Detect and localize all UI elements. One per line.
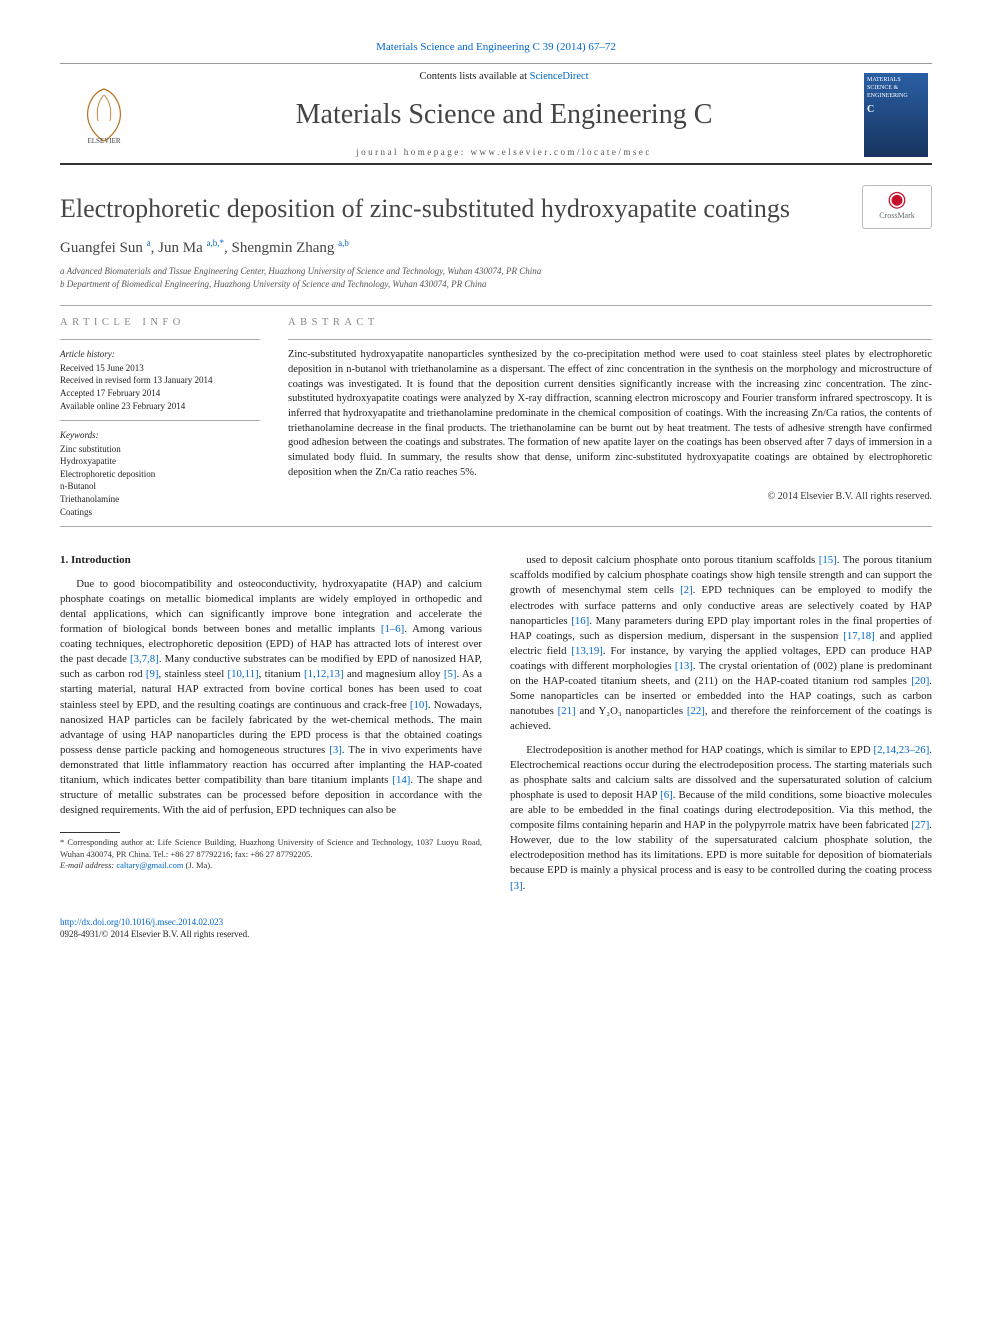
rule-below-meta [60, 526, 932, 527]
issn-copyright: 0928-4931/© 2014 Elsevier B.V. All right… [60, 929, 249, 939]
article-title: Electrophoretic deposition of zinc-subst… [60, 193, 932, 226]
article-info-rule [60, 339, 260, 340]
email-suffix: (J. Ma). [183, 860, 212, 870]
para-2: used to deposit calcium phosphate onto p… [510, 553, 932, 734]
keyword-6: Coatings [60, 506, 260, 519]
article-info-heading: article info [60, 316, 260, 331]
crossmark-label: CrossMark [879, 211, 915, 220]
affiliation-a: a Advanced Biomaterials and Tissue Engin… [60, 265, 932, 278]
keyword-1: Zinc substitution [60, 443, 260, 456]
doi-link[interactable]: http://dx.doi.org/10.1016/j.msec.2014.02… [60, 917, 223, 927]
keywords-label: Keywords: [60, 429, 260, 442]
sciencedirect-link[interactable]: ScienceDirect [530, 71, 589, 82]
keywords-rule [60, 420, 260, 421]
authors-line: Guangfei Sun a, Jun Ma a,b,*, Shengmin Z… [60, 237, 932, 259]
history-1: Received 15 June 2013 [60, 362, 260, 375]
para-3: Electrodeposition is another method for … [510, 743, 932, 894]
keyword-2: Hydroxyapatite [60, 455, 260, 468]
history-2: Received in revised form 13 January 2014 [60, 374, 260, 387]
footnote-rule [60, 832, 120, 833]
journal-banner: ELSEVIER Contents lists available at Sci… [60, 63, 932, 164]
abstract-block: abstract Zinc-substituted hydroxyapatite… [288, 316, 932, 518]
homepage-label: journal homepage: [356, 147, 470, 157]
rule-above-meta [60, 305, 932, 306]
history-4: Available online 23 February 2014 [60, 400, 260, 413]
affiliations: a Advanced Biomaterials and Tissue Engin… [60, 265, 932, 291]
para-1: Due to good biocompatibility and osteoco… [60, 577, 482, 819]
abstract-text: Zinc-substituted hydroxyapatite nanopart… [288, 348, 932, 480]
keyword-4: n-Butanol [60, 480, 260, 493]
email-footnote: E-mail address: caltary@gmail.com (J. Ma… [60, 860, 482, 871]
header-citation: Materials Science and Engineering C 39 (… [60, 40, 932, 55]
email-label: E-mail address: [60, 860, 116, 870]
article-info-block: article info Article history: Received 1… [60, 316, 260, 518]
contents-prefix: Contents lists available at [419, 71, 529, 82]
history-3: Accepted 17 February 2014 [60, 387, 260, 400]
history-label: Article history: [60, 348, 260, 361]
contents-line: Contents lists available at ScienceDirec… [144, 70, 864, 85]
journal-cover-thumbnail: MATERIALS SCIENCE & ENGINEERING C [864, 73, 928, 157]
affiliation-b: b Department of Biomedical Engineering, … [60, 278, 932, 291]
abstract-rule [288, 339, 932, 340]
cover-text: MATERIALS SCIENCE & ENGINEERING [867, 76, 925, 101]
abstract-copyright: © 2014 Elsevier B.V. All rights reserved… [288, 490, 932, 504]
crossmark-badge[interactable]: CrossMark [862, 185, 932, 229]
abstract-heading: abstract [288, 316, 932, 331]
journal-title: Materials Science and Engineering C [144, 95, 864, 134]
banner-center: Contents lists available at ScienceDirec… [144, 70, 864, 158]
page-footer: http://dx.doi.org/10.1016/j.msec.2014.02… [60, 916, 932, 941]
cover-sub: C [867, 103, 925, 117]
header-citation-link[interactable]: Materials Science and Engineering C 39 (… [376, 41, 616, 53]
homepage-line: journal homepage: www.elsevier.com/locat… [144, 146, 864, 159]
corresponding-footnote: * Corresponding author at: Life Science … [60, 837, 482, 860]
section-1-heading: 1. Introduction [60, 553, 482, 568]
homepage-url: www.elsevier.com/locate/msec [471, 147, 652, 157]
email-link[interactable]: caltary@gmail.com [116, 860, 183, 870]
body-columns: 1. Introduction Due to good biocompatibi… [60, 553, 932, 893]
footnotes: * Corresponding author at: Life Science … [60, 837, 482, 871]
svg-text:ELSEVIER: ELSEVIER [87, 137, 120, 145]
elsevier-logo: ELSEVIER [64, 76, 144, 154]
meta-row: article info Article history: Received 1… [60, 316, 932, 518]
keyword-3: Electrophoretic deposition [60, 468, 260, 481]
keyword-5: Triethanolamine [60, 493, 260, 506]
